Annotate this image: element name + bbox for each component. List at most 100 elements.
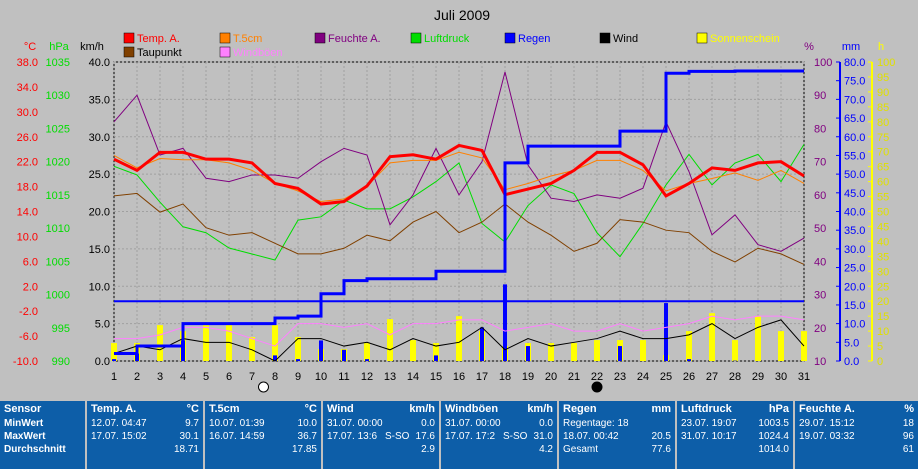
stats-value: 2.9 <box>421 444 435 455</box>
tick-label-day: 23 <box>614 371 626 383</box>
stats-value: 77.6 <box>651 444 671 455</box>
tick-label-day: 17 <box>476 371 488 383</box>
tick-label-mm: 80.0 <box>844 57 865 69</box>
legend-label: Sonnenschein <box>710 33 780 45</box>
tick-label-day: 8 <box>272 371 278 383</box>
sunshine-bar <box>548 343 554 361</box>
tick-label-h: 50 <box>877 207 889 219</box>
tick-label-day: 2 <box>134 371 140 383</box>
stats-unit: hPa <box>768 403 789 415</box>
tick-label-h: 55 <box>877 192 889 204</box>
tick-label-mm: 50.0 <box>844 169 865 181</box>
tick-label-day: 29 <box>752 371 764 383</box>
tick-label-day: 11 <box>338 371 349 383</box>
rain-bar <box>273 355 277 361</box>
sunshine-bar <box>709 313 715 361</box>
tick-label-mm: 15.0 <box>844 300 865 312</box>
tick-label-percent: 100 <box>814 57 832 69</box>
stats-time: 17.07. 13:6 <box>327 431 378 442</box>
stats-value: 17.6 <box>415 431 435 442</box>
stats-direction: S-SO <box>385 431 410 442</box>
stats-time: 31.07. 00:00 <box>327 418 383 429</box>
tick-label-h: 5 <box>877 341 883 353</box>
rain-bar <box>181 340 185 361</box>
rain-bar <box>434 355 438 361</box>
tick-label-hpa: 1005 <box>46 256 70 268</box>
tick-label-day: 27 <box>706 371 718 383</box>
tick-label-mm: 5.0 <box>844 337 859 349</box>
stats-total-label: Gesamt <box>563 444 599 455</box>
tick-label-percent: 80 <box>814 123 826 135</box>
tick-label-day: 20 <box>545 371 557 383</box>
legend-swatch <box>123 46 135 58</box>
tick-label-mm: 30.0 <box>844 244 865 256</box>
tick-label-mm: 70.0 <box>844 94 865 106</box>
tick-label-h: 90 <box>877 87 889 99</box>
tick-label-mm: 55.0 <box>844 150 865 162</box>
axis-unit-percent: % <box>804 41 814 53</box>
tick-label-h: 60 <box>877 177 889 189</box>
tick-label-kmh: 20.0 <box>89 207 110 219</box>
stats-time: 23.07. 19:07 <box>681 418 737 429</box>
tick-label-day: 28 <box>729 371 741 383</box>
legend-swatch <box>219 32 231 44</box>
tick-label-h: 10 <box>877 326 889 338</box>
tick-label-celsius: 14.0 <box>17 207 38 219</box>
legend-swatch <box>123 32 135 44</box>
stats-table: Sensor MinWert MaxWert Durchschnitt Temp… <box>0 401 918 469</box>
tick-label-h: 75 <box>877 132 889 144</box>
sunshine-bar <box>272 325 278 361</box>
tick-label-hpa: 1025 <box>46 123 70 135</box>
stats-value: 0.0 <box>539 418 553 429</box>
sunshine-bar <box>249 337 255 361</box>
stats-unit: % <box>904 403 914 415</box>
sunshine-bar <box>203 325 209 361</box>
tick-label-h: 80 <box>877 117 889 129</box>
tick-label-kmh: 25.0 <box>89 169 110 181</box>
tick-label-hpa: 1010 <box>46 223 70 235</box>
stats-time: 29.07. 15:12 <box>799 418 855 429</box>
tick-label-day: 10 <box>315 371 327 383</box>
axes: 40.0 35.0 30.0 25.0 20.0 15.0 10.0 5.0 0.0 38.0 34… <box>13 57 895 368</box>
sunshine-bar <box>295 337 301 361</box>
new-moon-icon <box>591 381 603 393</box>
rain-bar <box>296 359 300 361</box>
tick-label-hpa: 1035 <box>46 57 70 69</box>
legend-label: Windböen <box>233 47 283 59</box>
stats-col-rain: Regen mm Regentage: 18 18.07. 00:42 20.5 G… <box>559 401 677 469</box>
tick-label-celsius: 10.0 <box>17 231 38 243</box>
rain-bar <box>687 359 691 361</box>
tick-label-h: 0 <box>877 356 883 368</box>
stats-value: 18 <box>902 418 914 429</box>
stats-header: Temp. A. <box>91 403 137 415</box>
legend-swatch <box>599 32 611 44</box>
tick-label-day: 9 <box>295 371 301 383</box>
rain-bar <box>342 349 346 361</box>
series-line-wind <box>113 319 805 362</box>
stats-col-gust: Windböen km/h 31.07. 00:00 0.0 17.07. 17:2… <box>441 401 559 469</box>
tick-label-mm: 20.0 <box>844 281 865 293</box>
tick-label-celsius: -10.0 <box>13 356 38 368</box>
legend-swatch <box>504 32 516 44</box>
tick-label-kmh: 15.0 <box>89 244 110 256</box>
tick-label-day: 15 <box>430 371 442 383</box>
tick-label-kmh: 5.0 <box>95 319 110 331</box>
tick-label-day: 24 <box>637 371 649 383</box>
tick-label-kmh: 35.0 <box>89 94 110 106</box>
tick-label-percent: 50 <box>814 223 826 235</box>
tick-label-mm: 0.0 <box>844 356 859 368</box>
axis-unit-kmh: km/h <box>80 41 104 53</box>
tick-label-hpa: 995 <box>52 323 70 335</box>
stats-time: 31.07. 00:00 <box>445 418 501 429</box>
tick-label-percent: 60 <box>814 190 826 202</box>
sunshine-bar <box>410 340 416 361</box>
stats-unit: km/h <box>409 403 435 415</box>
tick-label-mm: 25.0 <box>844 263 865 275</box>
weather-chart: Juli 2009 Temp. A. Taupunkt T.5cm Windböen F… <box>13 7 895 393</box>
axis-unit-hpa: hPa <box>49 41 69 53</box>
rain-bar <box>480 327 484 361</box>
series-line-regen-cumulative <box>114 69 804 356</box>
tick-label-day: 31 <box>798 371 810 383</box>
stats-value: 10.0 <box>297 418 317 429</box>
tick-label-day: 26 <box>683 371 695 383</box>
